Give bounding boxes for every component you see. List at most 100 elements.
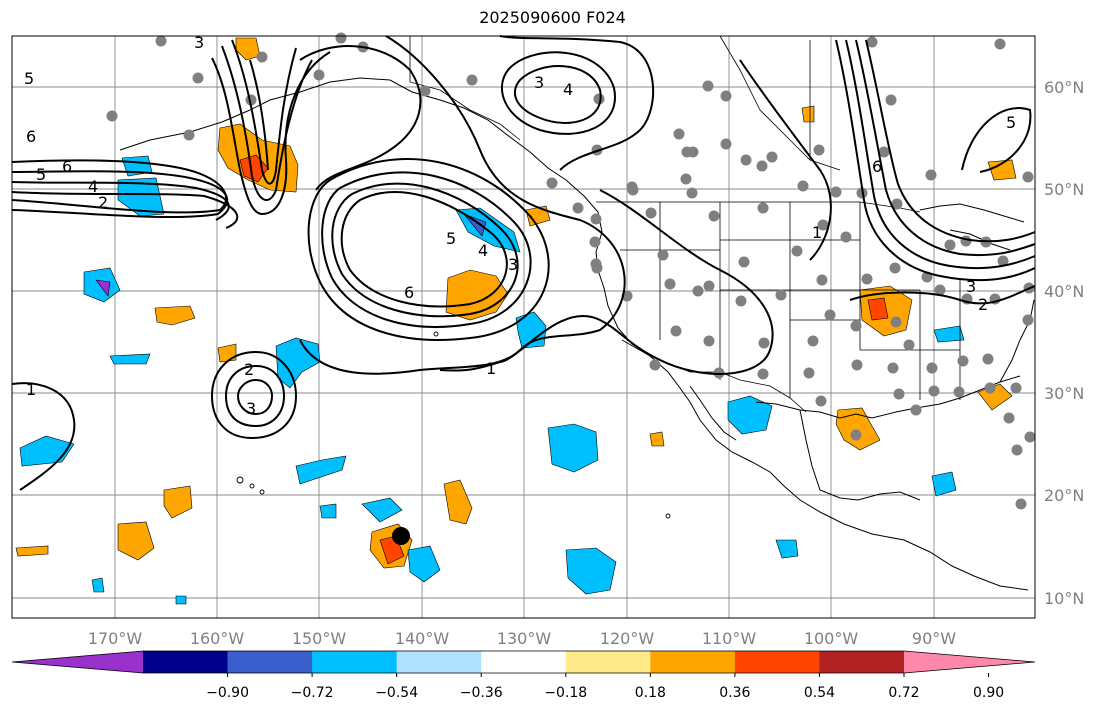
contour-label-6b: 6 — [62, 157, 72, 176]
contour-east-1 — [835, 39, 1036, 282]
shade-pos-hawaii-west — [163, 485, 193, 519]
lake-coast — [949, 229, 1011, 251]
contour-label-1c: 1 — [812, 223, 822, 242]
shade-pos-southwest — [117, 521, 155, 561]
baja-coast — [689, 385, 737, 441]
contour-alaska-2 — [221, 45, 313, 201]
lon-label-160w: 160°W — [190, 629, 245, 648]
colorbar-tick-label: 0.90 — [973, 685, 1004, 701]
shade-pos-west-1 — [154, 305, 196, 326]
station-markers — [106, 32, 1036, 510]
shade-neg-east-pacific — [547, 423, 599, 473]
shade-neg-cyclone-east — [407, 545, 441, 583]
shade-neg-tiny-2 — [91, 577, 105, 593]
lat-label-20n: 20°N — [1044, 486, 1084, 505]
shade-neg-hawaii-2 — [319, 503, 337, 519]
contour-label-2c: 2 — [978, 295, 988, 314]
contour-bc-low-1 — [514, 65, 602, 124]
contour-lines — [11, 35, 1036, 491]
shade-neg-south-1 — [565, 547, 617, 595]
lat-label-10n: 10°N — [1044, 589, 1084, 608]
shade-strong-neg-west — [95, 279, 111, 297]
contour-gulf-alaska — [299, 45, 422, 191]
cyclone-center-marker — [392, 527, 410, 545]
map-title: 2025090600 F024 — [479, 8, 626, 27]
state-borders — [620, 202, 961, 400]
contour-label-6c: 6 — [404, 283, 414, 302]
colorbar-tick-label: −0.36 — [460, 685, 503, 701]
shade-neg-aleutian-2 — [117, 177, 165, 217]
contour-label-3e: 3 — [966, 277, 976, 296]
shade-pos-mexico-1 — [649, 431, 665, 447]
lat-label-30n: 30°N — [1044, 384, 1084, 403]
colorbar-segment — [227, 651, 313, 673]
colorbar-tick-label: 0.36 — [719, 685, 750, 701]
contour-alaska-3 — [231, 39, 297, 185]
colorbar-segment — [734, 651, 820, 673]
contour-label-4b: 4 — [563, 80, 573, 99]
colorbar-tick-label: −0.72 — [291, 685, 334, 701]
contour-northeast — [961, 107, 1032, 173]
contour-us-1 — [439, 189, 774, 375]
contour-alaska-4 — [249, 59, 269, 171]
colorbar-tick-label: −0.90 — [206, 685, 249, 701]
contour-far-west — [11, 382, 76, 491]
colorbar-segment — [143, 651, 229, 673]
island-1 — [236, 476, 244, 484]
colorbar-segment — [650, 651, 736, 673]
contour-label-4: 4 — [88, 177, 98, 196]
contour-east-3 — [855, 39, 1036, 257]
contour-label-5b: 5 — [36, 165, 46, 184]
colorbar-segment — [481, 651, 567, 673]
contour-label-3: 3 — [194, 33, 204, 52]
contour-label-3d: 3 — [246, 399, 256, 418]
shade-pos-south-central — [443, 479, 473, 525]
contour-label-1: 1 — [486, 359, 496, 378]
latitude-axis: 60°N 50°N 40°N 30°N 20°N 10°N — [1044, 78, 1084, 608]
island-2 — [249, 483, 255, 489]
colorbar-extend-low — [12, 651, 143, 673]
contour-label-6d: 6 — [872, 157, 882, 176]
shade-pos-northeast — [987, 159, 1017, 181]
contour-west-4 — [11, 191, 239, 229]
shade-strong-midwest — [867, 297, 889, 321]
contour-east-2 — [845, 39, 1036, 270]
lon-label-90w: 90°W — [912, 629, 956, 648]
alaska-canada-border — [409, 36, 521, 141]
coastlines — [119, 77, 1035, 591]
contour-pacific-1 — [299, 35, 626, 375]
lat-label-60n: 60°N — [1044, 78, 1084, 97]
contour-label-3b: 3 — [534, 73, 544, 92]
islands — [236, 331, 671, 519]
contour-alaska-1 — [211, 51, 331, 216]
contour-low-1 — [210, 350, 298, 440]
shade-neg-tiny-1 — [175, 595, 187, 605]
lon-label-170w: 170°W — [88, 629, 143, 648]
colorbar-segment — [565, 651, 651, 673]
contour-offshore-inner — [340, 191, 508, 308]
lon-label-110w: 110°W — [702, 629, 757, 648]
contour-east-4 — [865, 39, 1036, 243]
contour-west-1 — [11, 159, 227, 214]
colorbar-tick-label: −0.54 — [375, 685, 418, 701]
colorbar-tick-label: 0.18 — [635, 685, 666, 701]
island-4 — [665, 513, 671, 519]
contour-label-5d: 5 — [1006, 113, 1016, 132]
colorbar-segment — [396, 651, 482, 673]
island-3 — [259, 489, 265, 495]
longitude-axis: 170°W 160°W 150°W 140°W 130°W 120°W 110°… — [88, 629, 956, 648]
contour-label-1b: 1 — [26, 380, 36, 399]
shade-neg-south-2 — [775, 539, 799, 559]
contour-low-3 — [236, 378, 274, 416]
contour-us-2 — [739, 59, 832, 261]
shade-mid-neg-pnw — [463, 213, 487, 237]
shade-pos-gulf — [835, 407, 881, 451]
contour-label-6: 6 — [26, 127, 36, 146]
contour-label-5: 5 — [24, 69, 34, 88]
lat-label-50n: 50°N — [1044, 180, 1084, 199]
lon-label-120w: 120°W — [600, 629, 655, 648]
shade-neg-west-2 — [109, 353, 151, 365]
colorbar-tick-label: −0.18 — [544, 685, 587, 701]
shade-neg-caribbean — [931, 471, 957, 497]
